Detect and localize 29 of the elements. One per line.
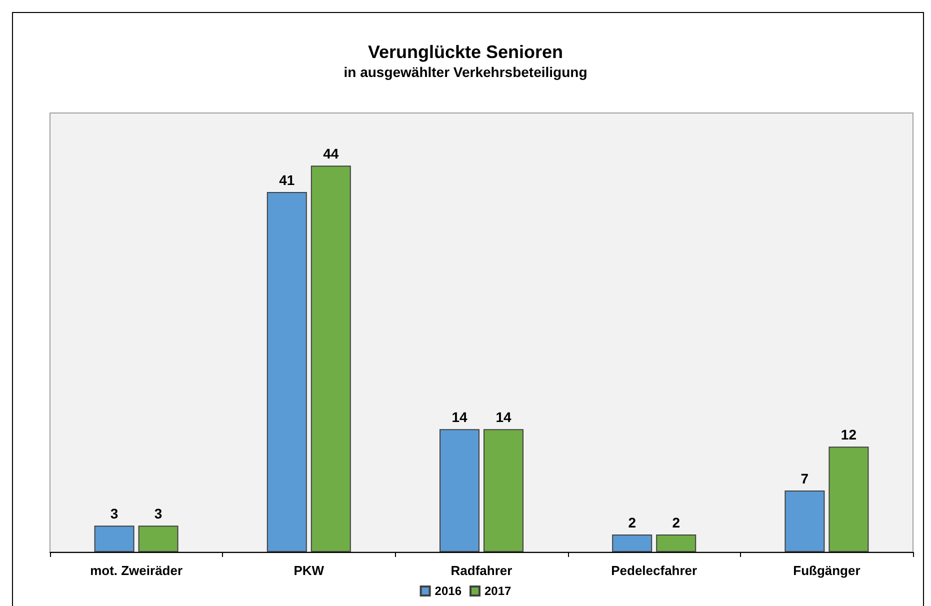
bar: [612, 534, 652, 552]
bar: [310, 166, 351, 552]
data-label: 3: [154, 506, 162, 522]
data-label: 2: [672, 514, 680, 530]
bar: [828, 446, 869, 552]
data-label: 44: [323, 146, 339, 162]
data-label: 7: [800, 470, 809, 487]
x-tick-label: Fußgänger: [793, 563, 860, 578]
chart-subtitle: in ausgewählter Verkehrsbeteiligung: [344, 64, 588, 80]
x-tick-label: mot. Zweiräder: [90, 563, 183, 578]
chart-title: Verunglückte Senioren: [368, 42, 564, 62]
x-tick-label: Radfahrer: [450, 563, 512, 578]
legend-label: 2016: [434, 584, 462, 598]
data-label: 12: [840, 426, 857, 443]
bar: [440, 429, 480, 552]
x-tick-label: PKW: [294, 563, 325, 578]
legend-label: 2017: [484, 584, 512, 598]
bar: [94, 526, 134, 552]
x-tick-label: Pedelecfahrer: [611, 563, 698, 578]
data-label: 3: [110, 506, 118, 522]
data-label: 2: [628, 514, 636, 530]
bar: [484, 429, 524, 552]
data-label: 14: [496, 409, 512, 426]
data-label: 41: [279, 172, 295, 188]
data-label: 14: [452, 409, 468, 426]
bar: [784, 490, 825, 552]
bar: [138, 526, 178, 552]
bar: [266, 192, 307, 552]
bar: [656, 534, 696, 552]
